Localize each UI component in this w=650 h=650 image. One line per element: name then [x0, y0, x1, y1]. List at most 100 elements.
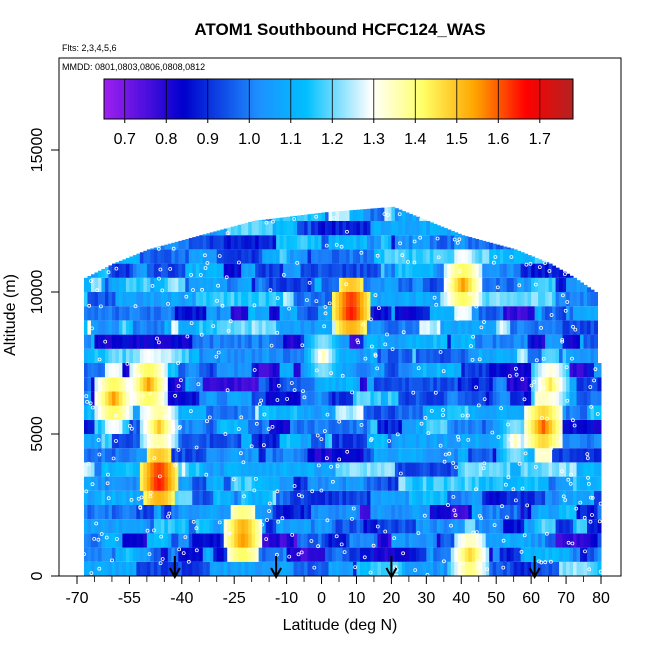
colorbar-swatch	[178, 79, 181, 119]
curtain-cell	[164, 533, 169, 548]
curtain-cell	[325, 377, 330, 392]
curtain-cell	[195, 348, 200, 363]
curtain-cell	[527, 263, 532, 278]
curtain-cell	[352, 462, 357, 477]
curtain-cell	[457, 263, 462, 278]
curtain-cell	[524, 253, 529, 264]
curtain-cell	[269, 391, 274, 406]
curtain-cell	[129, 348, 134, 363]
curtain-cell	[223, 561, 228, 576]
colorbar-swatch	[240, 79, 244, 119]
curtain-cell	[146, 292, 151, 307]
curtain-cell	[506, 263, 511, 278]
curtain-cell	[398, 419, 403, 434]
sample-point	[322, 429, 327, 434]
curtain-cell	[185, 348, 190, 363]
sample-point	[383, 529, 388, 534]
colorbar-swatch	[444, 79, 447, 119]
curtain-cell	[234, 306, 239, 321]
curtain-cell	[447, 263, 452, 278]
sample-point	[369, 344, 374, 349]
curtain-cell	[447, 462, 452, 477]
curtain-cell	[562, 505, 567, 520]
curtain-cell	[492, 391, 497, 406]
curtain-cell	[272, 277, 277, 292]
curtain-cell	[464, 476, 469, 491]
curtain-cell	[576, 547, 581, 562]
curtain-cell	[181, 405, 186, 420]
curtain-cell	[531, 505, 536, 520]
curtain-cell	[569, 490, 574, 505]
curtain-cell	[125, 363, 130, 378]
curtain-cell	[290, 405, 295, 420]
curtain-cell	[450, 476, 455, 491]
curtain-cell	[471, 490, 476, 505]
curtain-cell	[359, 448, 364, 463]
curtain-cell	[583, 306, 588, 321]
curtain-cell	[325, 490, 330, 505]
curtain-cell	[590, 448, 595, 463]
curtain-cell	[517, 533, 522, 548]
curtain-cell	[328, 277, 333, 292]
curtain-cell	[590, 391, 595, 406]
curtain-cell	[485, 490, 490, 505]
curtain-cell	[412, 547, 417, 562]
curtain-cell	[230, 377, 235, 392]
curtain-cell	[290, 235, 295, 250]
curtain-cell	[387, 391, 392, 406]
curtain-cell	[192, 391, 197, 406]
curtain-cell	[325, 505, 330, 520]
curtain-cell	[587, 391, 592, 406]
curtain-cell	[342, 462, 347, 477]
curtain-cell	[332, 221, 336, 236]
curtain-cell	[118, 462, 123, 477]
curtain-cell	[328, 561, 333, 576]
curtain-cell	[440, 405, 445, 420]
curtain-cell	[265, 292, 270, 307]
curtain-cell	[422, 377, 427, 392]
curtain-cell	[464, 348, 469, 363]
curtain-cell	[209, 377, 214, 392]
curtain-cell	[178, 391, 183, 406]
curtain-cell	[454, 249, 459, 264]
curtain-cell	[115, 448, 120, 463]
curtain-cell	[185, 306, 190, 321]
curtain-cell	[555, 462, 560, 477]
curtain-cell	[171, 391, 176, 406]
curtain-cell	[510, 292, 515, 307]
curtain-cell	[506, 320, 511, 335]
curtain-cell	[384, 391, 389, 406]
sample-point	[309, 539, 314, 543]
curtain-cell	[269, 462, 274, 477]
curtain-cell	[541, 306, 546, 321]
sample-point	[325, 518, 330, 523]
curtain-cell	[359, 505, 364, 520]
sample-point	[205, 419, 209, 424]
sample-point	[375, 524, 380, 529]
curtain-cell	[195, 306, 200, 321]
curtain-cell	[283, 519, 288, 534]
curtain-cell	[359, 363, 364, 378]
curtain-cell	[384, 306, 389, 321]
curtain-cell	[342, 391, 347, 406]
curtain-cell	[122, 277, 127, 292]
curtain-cell	[349, 448, 354, 463]
curtain-cell	[230, 448, 235, 463]
curtain-cell	[499, 363, 504, 378]
curtain-cell	[174, 490, 179, 505]
curtain-cell	[475, 377, 480, 392]
curtain-cell	[255, 405, 260, 420]
curtain-cell	[433, 391, 438, 406]
curtain-cell	[108, 533, 113, 548]
curtain-cell	[464, 263, 469, 278]
curtain-cell	[195, 462, 200, 477]
curtain-cell	[548, 490, 553, 505]
curtain-cell	[122, 377, 127, 392]
curtain-cell	[419, 292, 424, 307]
curtain-cell	[251, 462, 256, 477]
curtain-cell	[510, 561, 515, 576]
curtain-cell	[101, 268, 106, 278]
curtain-cell	[129, 462, 134, 477]
curtain-cell	[450, 277, 455, 292]
curtain-cell	[468, 306, 473, 321]
